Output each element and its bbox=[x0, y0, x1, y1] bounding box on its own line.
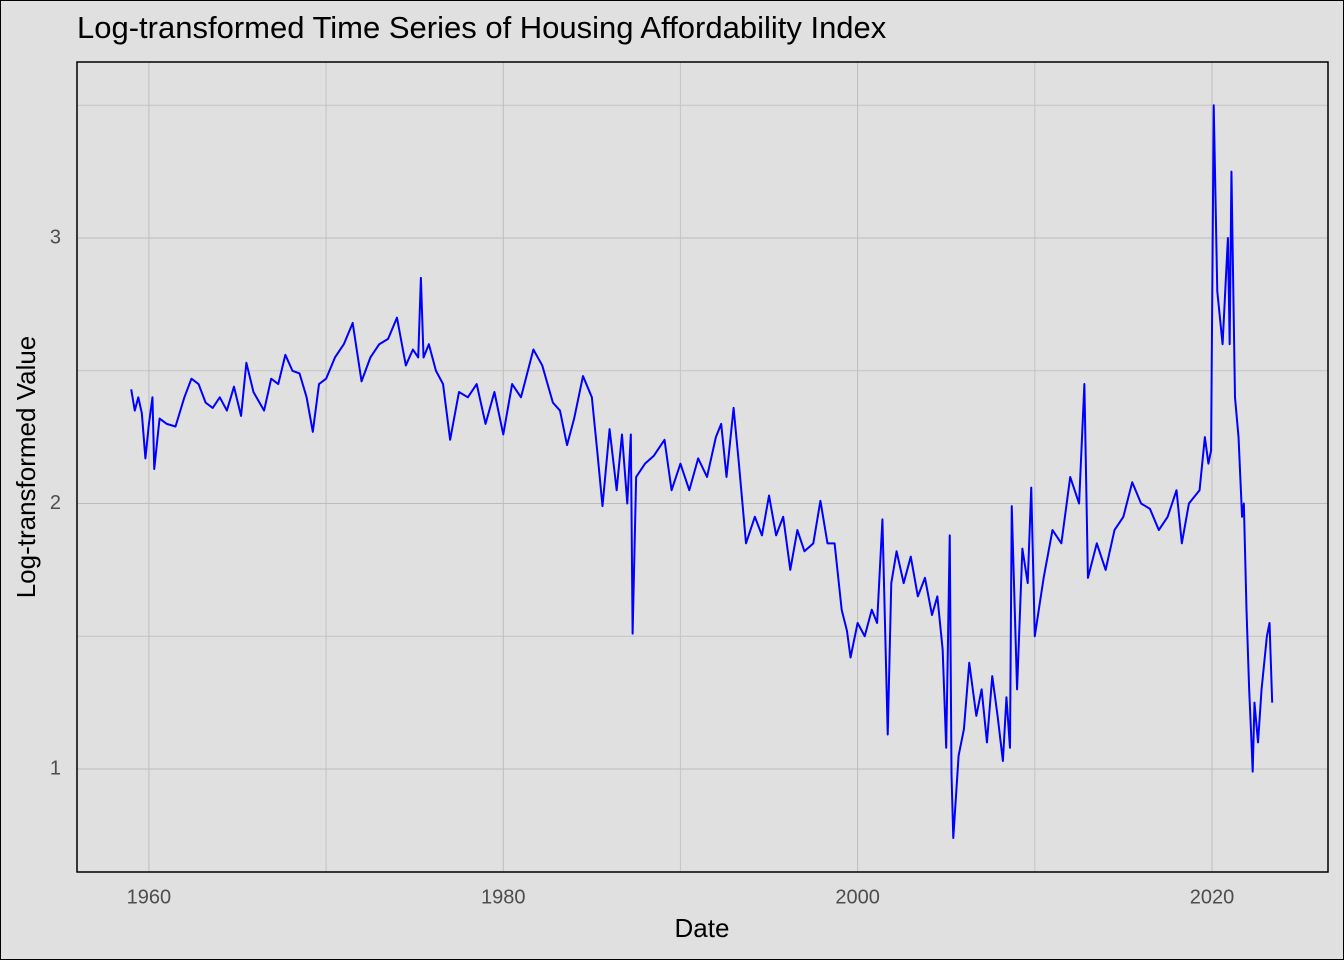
x-axis-label: Date bbox=[675, 913, 730, 943]
x-tick-label: 2000 bbox=[835, 886, 880, 908]
x-tick-label: 1960 bbox=[127, 886, 172, 908]
x-tick-label: 2020 bbox=[1190, 886, 1235, 908]
data-line bbox=[130, 104, 1274, 840]
y-tick-label: 3 bbox=[50, 226, 61, 248]
y-tick-label: 2 bbox=[50, 492, 61, 514]
panel-border bbox=[76, 61, 1329, 873]
x-tick-label: 1980 bbox=[481, 886, 526, 908]
y-tick-label: 1 bbox=[50, 757, 61, 779]
y-axis-label: Log-transformed Value bbox=[11, 336, 41, 599]
chart-title: Log-transformed Time Series of Housing A… bbox=[77, 10, 887, 45]
